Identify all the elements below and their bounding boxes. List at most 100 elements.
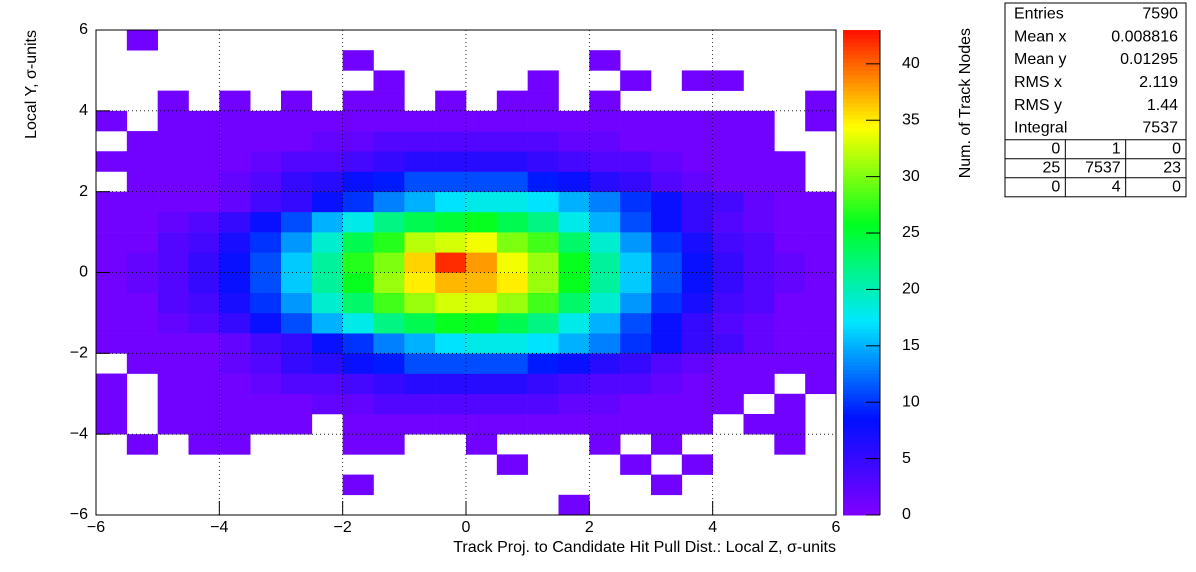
heatmap-cell <box>681 191 713 213</box>
heatmap-cell <box>743 312 775 334</box>
heatmap-cell <box>311 252 343 273</box>
heatmap-cell <box>743 373 775 395</box>
heatmap-cell <box>681 131 713 152</box>
heatmap-cell <box>311 191 343 213</box>
heatmap-cell <box>651 353 683 374</box>
colorbar-strip <box>843 349 880 354</box>
heatmap-cell <box>281 131 313 152</box>
heatmap-cell <box>466 171 498 192</box>
colorbar-strip <box>843 82 880 88</box>
z-axis-label: Num. of Track Nodes <box>957 28 974 178</box>
heatmap-cell <box>188 252 220 273</box>
heatmap-cell <box>250 333 282 354</box>
heatmap-cell <box>496 252 528 273</box>
heatmap-cell <box>712 131 744 152</box>
heatmap-cell <box>96 292 128 314</box>
heatmap-cell <box>250 191 282 213</box>
colorbar-strip <box>843 224 880 229</box>
heatmap-cell <box>342 151 374 172</box>
heatmap-cell <box>311 312 343 334</box>
heatmap-cell <box>250 373 282 395</box>
z-tick-label: 20 <box>902 281 920 298</box>
heatmap-cell <box>96 232 128 253</box>
heatmap-cell <box>712 171 744 192</box>
heatmap-cell <box>589 312 621 334</box>
heatmap-cell <box>404 333 436 354</box>
colorbar-strip <box>843 430 880 435</box>
stats-value: 7537 <box>1142 120 1178 137</box>
heatmap-cell <box>712 191 744 213</box>
heatmap-cell <box>342 333 374 354</box>
heatmap-cell <box>404 211 436 233</box>
heatmap-cell <box>373 110 405 132</box>
colorbar-strip <box>843 207 880 213</box>
colorbar-strip <box>843 62 880 67</box>
heatmap-cell <box>466 393 498 415</box>
heatmap-cell <box>496 151 528 172</box>
heatmap-cell <box>250 110 282 132</box>
y-tick-label: 0 <box>79 264 88 281</box>
heatmap-cell <box>681 333 713 354</box>
heatmap-cell <box>620 292 652 314</box>
heatmap-cell <box>126 211 158 233</box>
colorbar-strip <box>843 446 880 451</box>
colorbar-strip <box>843 337 880 342</box>
heatmap-cell <box>219 110 251 132</box>
heatmap-cell <box>681 211 713 233</box>
heatmap-cell <box>281 110 313 132</box>
heatmap-cell <box>311 171 343 192</box>
heatmap-cell <box>558 171 590 192</box>
colorbar-strip <box>843 316 880 322</box>
heatmap-cell <box>774 413 806 435</box>
heatmap-cell <box>342 110 374 132</box>
heatmap-cell <box>681 373 713 395</box>
heatmap-cell <box>589 110 621 132</box>
x-tick-label: 0 <box>462 519 471 536</box>
heatmap-cell <box>620 211 652 233</box>
colorbar-strip <box>843 42 880 47</box>
heatmap-cell <box>188 110 220 132</box>
heatmap-cell <box>466 232 498 253</box>
heatmap-cell <box>620 191 652 213</box>
heatmap-cell <box>373 393 405 415</box>
colorbar-strip <box>843 413 880 419</box>
x-tick-label: −2 <box>334 519 352 536</box>
heatmap-cell <box>558 353 590 374</box>
heatmap-cell <box>558 110 590 132</box>
colorbar-strip <box>843 179 880 185</box>
colorbar-strip <box>843 292 880 298</box>
heatmap-cell <box>589 171 621 192</box>
colorbar-strip <box>843 498 880 504</box>
colorbar-strip <box>843 422 880 427</box>
colorbar-strip <box>843 183 880 189</box>
heatmap-cell <box>712 393 744 415</box>
heatmap-cell <box>805 252 837 273</box>
heatmap-cell <box>774 353 806 374</box>
z-tick-label: 10 <box>902 393 920 410</box>
colorbar-strip <box>843 127 880 132</box>
heatmap-cell <box>712 211 744 233</box>
heatmap-cell <box>96 393 128 415</box>
colorbar-strip <box>843 110 880 116</box>
heatmap-cell <box>126 191 158 213</box>
heatmap-cell <box>743 252 775 273</box>
heatmap-cell <box>435 333 467 354</box>
heatmap-cell <box>96 312 128 334</box>
colorbar-strip <box>843 98 880 104</box>
colorbar-strip <box>843 34 880 39</box>
heatmap-cell <box>311 110 343 132</box>
heatmap-cell <box>435 413 467 435</box>
heatmap-cell <box>620 171 652 192</box>
heatmap-cell <box>219 292 251 314</box>
heatmap-cell <box>620 393 652 415</box>
heatmap-cell <box>466 131 498 152</box>
colorbar-strip <box>843 122 880 128</box>
heatmap-cell <box>558 211 590 233</box>
heatmap-cell <box>496 131 528 152</box>
heatmap-cell <box>774 292 806 314</box>
heatmap-cell <box>743 171 775 192</box>
heatmap-cell <box>157 393 189 415</box>
z-tick-label: 25 <box>902 224 920 241</box>
heatmap-cell <box>681 312 713 334</box>
heatmap-cell <box>496 211 528 233</box>
